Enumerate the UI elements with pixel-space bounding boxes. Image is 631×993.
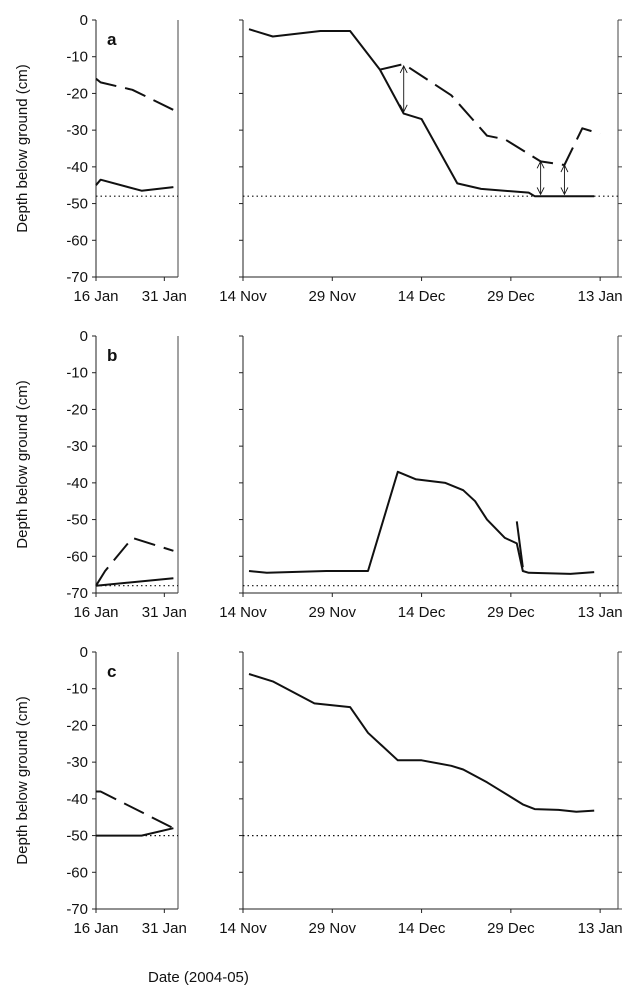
y-tick-label: -10 <box>66 49 88 66</box>
right-x-tick-label: 29 Dec <box>487 920 535 937</box>
y-tick-label: -50 <box>66 512 88 529</box>
y-tick-label: -30 <box>66 754 88 771</box>
right-x-tick-label: 13 Jan <box>578 920 623 937</box>
y-axis-label: Depth below ground (cm) <box>14 64 31 232</box>
arrow-head-down <box>399 104 408 113</box>
y-tick-label: -70 <box>66 901 88 918</box>
panel-c: c Depth below ground (cm) 0 -10 -20 -30 -40 -50… <box>14 644 623 937</box>
left-x-tick-label: 31 Jan <box>142 920 187 937</box>
right-solid-series <box>248 673 595 813</box>
panel-letter: b <box>107 346 117 365</box>
left-solid-series <box>95 577 174 587</box>
left-x-tick-label: 16 Jan <box>73 604 118 621</box>
y-tick-label: -20 <box>66 85 88 102</box>
arrow-head-up <box>399 64 408 74</box>
right-solid-series <box>248 470 595 575</box>
right-x-tick-label: 13 Jan <box>578 288 623 305</box>
y-tick-label: -30 <box>66 122 88 139</box>
arrow-head-down <box>560 187 569 196</box>
y-tick-label: -60 <box>66 232 88 249</box>
left-x-tick-label: 16 Jan <box>73 920 118 937</box>
y-tick-label: -20 <box>66 401 88 418</box>
right-x-tick-label: 29 Dec <box>487 288 535 305</box>
panel-letter: c <box>107 662 116 681</box>
left-dashed-series <box>95 536 174 587</box>
right-x-tick-label: 14 Nov <box>219 604 267 621</box>
y-tick-label: -60 <box>66 864 88 881</box>
right-x-tick-label: 29 Dec <box>487 604 535 621</box>
left-x-tick-label: 31 Jan <box>142 288 187 305</box>
y-tick-label: -50 <box>66 196 88 213</box>
y-axis-label: Depth below ground (cm) <box>14 380 31 548</box>
right-x-tick-label: 14 Dec <box>398 920 446 937</box>
panel-letter: a <box>107 30 117 49</box>
y-tick-label: 0 <box>80 12 88 29</box>
double-arrow-annotation <box>536 160 545 196</box>
right-x-tick-label: 14 Dec <box>398 604 446 621</box>
panel-a: a Depth below ground (cm) 0 -10 -20 -30 -40 -50… <box>14 12 623 305</box>
arrow-head-up <box>536 160 545 169</box>
right-solid-series <box>515 521 524 568</box>
y-tick-label: -20 <box>66 717 88 734</box>
y-tick-label: -70 <box>66 585 88 602</box>
right-x-tick-label: 29 Nov <box>309 920 357 937</box>
left-x-tick-label: 16 Jan <box>73 288 118 305</box>
y-tick-label: 0 <box>80 644 88 661</box>
left-x-tick-label: 31 Jan <box>142 604 187 621</box>
x-axis-title: Date (2004-05) <box>148 969 249 986</box>
arrow-head-down <box>536 187 545 196</box>
right-solid-series <box>248 28 595 198</box>
right-x-tick-label: 14 Nov <box>219 920 267 937</box>
y-tick-label: -10 <box>66 365 88 382</box>
y-tick-label: -70 <box>66 269 88 286</box>
right-x-tick-label: 14 Dec <box>398 288 446 305</box>
y-tick-label: 0 <box>80 328 88 345</box>
panel-b: b Depth below ground (cm) 0 -10 -20 -30 -40 -50… <box>14 328 623 621</box>
y-axis-label: Depth below ground (cm) <box>14 696 31 864</box>
right-x-tick-label: 13 Jan <box>578 604 623 621</box>
left-dashed-series <box>95 77 174 111</box>
right-x-tick-label: 29 Nov <box>309 288 357 305</box>
y-tick-label: -50 <box>66 828 88 845</box>
right-dashed-series <box>379 63 601 166</box>
left-solid-series <box>96 827 174 837</box>
y-tick-label: -10 <box>66 681 88 698</box>
right-x-tick-label: 14 Nov <box>219 288 267 305</box>
y-tick-label: -60 <box>66 548 88 565</box>
y-tick-label: -40 <box>66 791 88 808</box>
left-dashed-series <box>96 790 174 830</box>
y-tick-label: -40 <box>66 475 88 492</box>
left-solid-series <box>95 178 174 192</box>
y-tick-label: -30 <box>66 438 88 455</box>
arrow-head-up <box>560 164 569 173</box>
right-x-tick-label: 29 Nov <box>309 604 357 621</box>
y-tick-label: -40 <box>66 159 88 176</box>
double-arrow-annotation <box>399 64 408 113</box>
double-arrow-annotation <box>560 164 569 196</box>
